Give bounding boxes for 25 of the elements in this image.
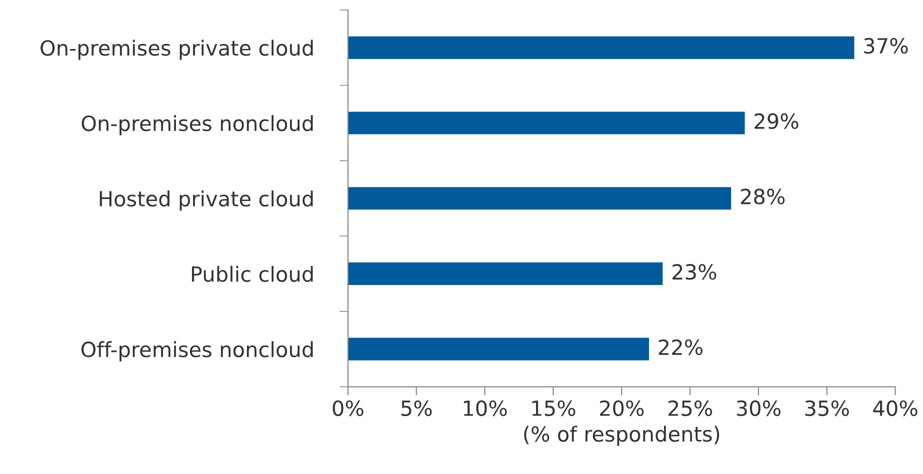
bar: [348, 36, 854, 59]
x-tick-label: 5%: [401, 400, 432, 416]
data-label: 28%: [740, 188, 785, 204]
y-tick-label: Public cloud: [192, 266, 313, 282]
bar: [348, 112, 745, 134]
bar: [348, 262, 663, 286]
data-label: 29%: [754, 113, 798, 130]
x-tick-label: 40%: [873, 400, 918, 416]
bar: [348, 187, 732, 210]
x-tick-label: 35%: [805, 400, 849, 416]
x-tick-label: 20%: [600, 400, 644, 416]
x-tick-label: 10%: [464, 400, 507, 416]
data-label: 22%: [658, 339, 702, 356]
y-tick-label: Hosted private cloud: [100, 190, 313, 211]
x-tick-label: 30%: [736, 400, 780, 416]
x-tick-label: 25%: [668, 400, 712, 416]
x-tick-label: 0%: [332, 400, 364, 416]
data-label: 37%: [864, 38, 908, 54]
x-axis-title: (% of respondents): [524, 426, 720, 446]
x-tick-label: 15%: [532, 400, 576, 416]
y-tick-label: On-premises noncloud: [82, 115, 313, 136]
data-label: 23%: [672, 264, 716, 280]
bar: [348, 338, 650, 360]
y-tick-label: On-premises private cloud: [40, 40, 313, 60]
y-tick-label: Off-premises noncloud: [81, 341, 313, 362]
